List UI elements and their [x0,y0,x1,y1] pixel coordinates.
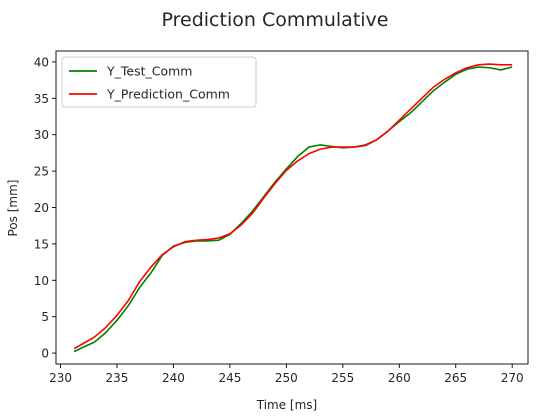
y-tick-label: 15 [34,237,49,251]
y-axis-label: Pos [mm] [6,180,20,237]
y-tick-label: 35 [34,92,49,106]
x-tick-label: 255 [331,371,354,385]
x-axis-label: Time [ms] [256,398,318,412]
x-tick-label: 270 [501,371,524,385]
x-tick-label: 250 [275,371,298,385]
chart-title: Prediction Commulative [162,9,389,31]
y-tick-label: 25 [34,165,49,179]
x-tick-label: 245 [218,371,241,385]
legend-label: Y_Prediction_Comm [106,87,230,102]
y-tick-label: 0 [41,347,49,361]
y-tick-label: 5 [41,310,49,324]
plot-area: 230 235 240 245 250 255 260 265 270 0 5 10 15 20 25 30 3… [34,50,529,385]
x-tick-label: 230 [49,371,72,385]
series-line-2 [73,63,513,350]
x-tick-label: 260 [388,371,411,385]
legend-label: Y_Test_Comm [106,64,192,79]
y-tick-label: 20 [34,201,49,215]
legend-box [61,56,257,108]
y-tick-label: 10 [34,274,49,288]
series-line-1 [73,66,513,353]
y-tick-label: 30 [34,128,49,142]
x-tick-label: 235 [106,371,129,385]
x-tick-label: 240 [162,371,185,385]
x-tick-label: 265 [444,371,467,385]
y-tick-label: 40 [34,55,49,69]
